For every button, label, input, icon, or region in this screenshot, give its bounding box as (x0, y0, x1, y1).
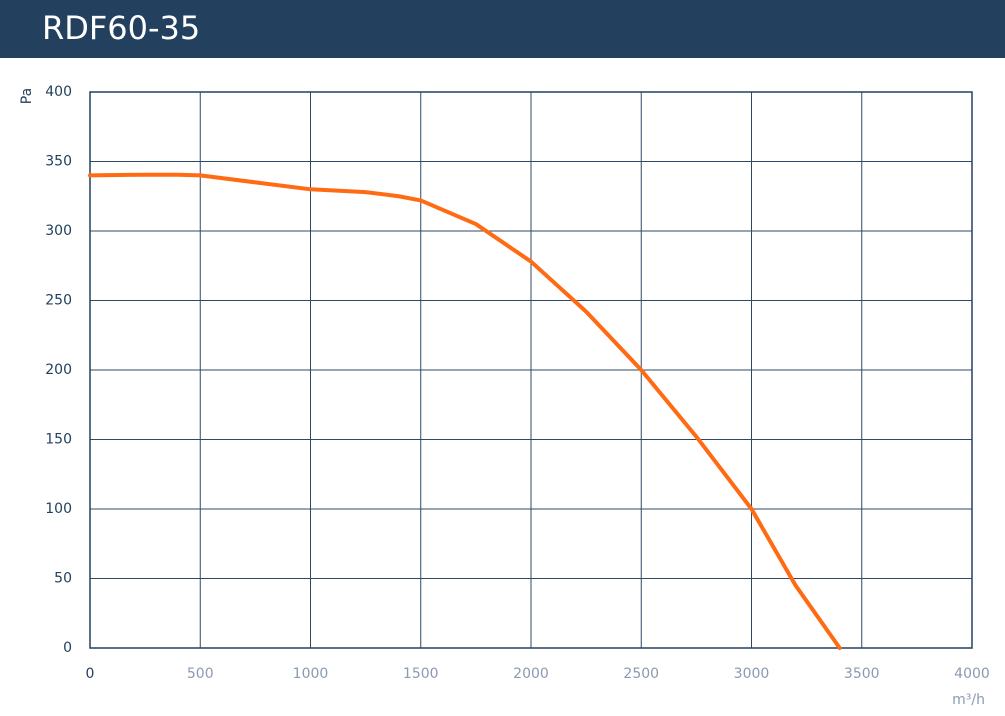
plot-frame (89, 91, 973, 649)
y-tick-label: 250 (45, 293, 72, 309)
x-tick-label: 500 (187, 666, 214, 682)
x-tick-label: 0 (86, 666, 95, 682)
y-tick-label: 0 (63, 640, 72, 656)
x-tick-label: 1500 (403, 666, 439, 682)
data-line (88, 172, 842, 650)
x-tick-label: 3000 (734, 666, 770, 682)
header-band (0, 0, 1005, 58)
x-tick-label: 2000 (513, 666, 549, 682)
x-tick-label: 3500 (844, 666, 880, 682)
chart-title: RDF60-35 (42, 9, 200, 47)
x-tick-label: 2500 (623, 666, 659, 682)
x-axis-label: m³/h (952, 692, 985, 708)
x-tick-label: 4000 (954, 666, 990, 682)
y-tick-label: 150 (45, 432, 72, 448)
y-tick-label: 350 (45, 154, 72, 170)
y-axis-label: Pa (19, 88, 35, 104)
y-tick-label: 50 (54, 571, 72, 587)
y-tick-label: 200 (45, 362, 72, 378)
y-tick-label: 100 (45, 501, 72, 517)
x-tick-label: 1000 (293, 666, 329, 682)
y-tick-label: 300 (45, 223, 72, 239)
y-tick-label: 400 (45, 84, 72, 100)
